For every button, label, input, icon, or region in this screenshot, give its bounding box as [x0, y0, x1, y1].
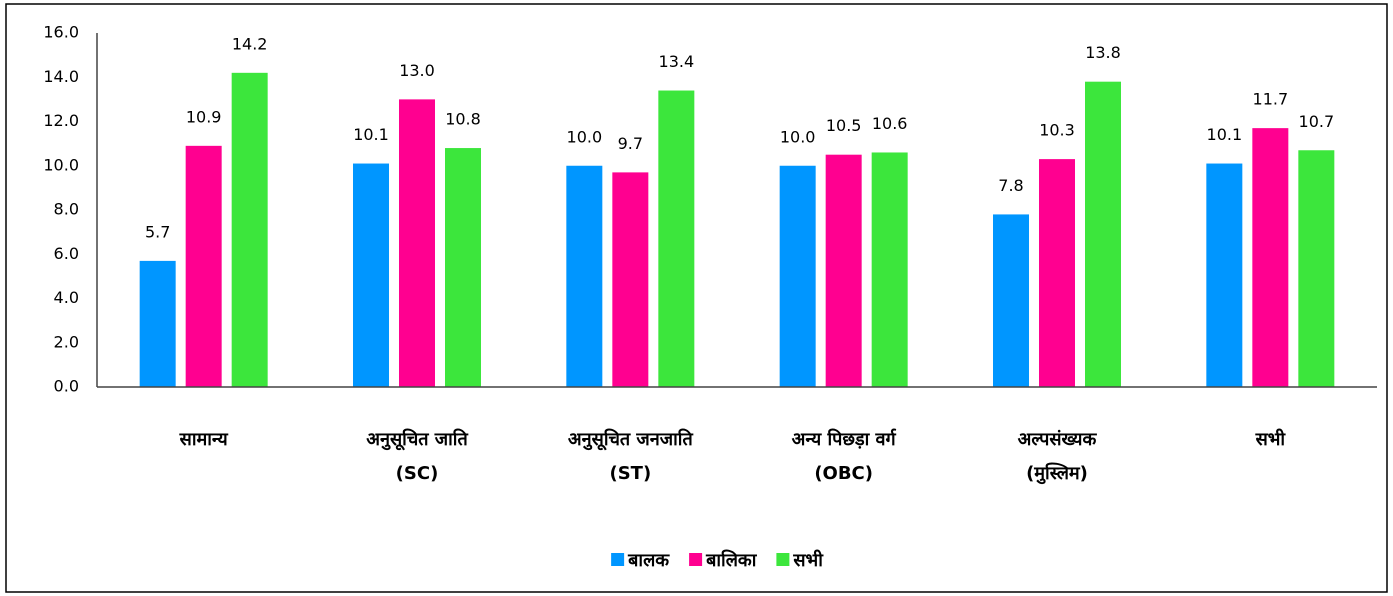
value-label: 10.9	[186, 107, 222, 126]
bar	[231, 72, 268, 387]
legend-label: बालिका	[705, 549, 758, 571]
x-tick-label: सामान्य	[179, 429, 230, 450]
value-label: 10.7	[1299, 112, 1335, 131]
legend-swatch	[689, 553, 703, 566]
value-label: 13.0	[399, 61, 435, 80]
value-label: 10.0	[567, 127, 603, 146]
value-label: 13.4	[659, 52, 695, 71]
value-label: 10.6	[872, 114, 908, 133]
bar	[139, 260, 176, 387]
x-tick-label: अनुसूचित जनजाति (ST)	[568, 428, 694, 484]
value-label: 14.2	[232, 34, 268, 53]
bar	[612, 172, 649, 387]
bar	[399, 99, 435, 387]
bar	[779, 165, 816, 387]
bar	[353, 163, 389, 387]
value-label: 10.5	[826, 116, 862, 135]
bar	[185, 145, 222, 387]
y-tick-label: 10.0	[43, 155, 79, 174]
value-label: 7.8	[998, 176, 1023, 195]
legend-swatch	[611, 553, 625, 566]
bar	[658, 90, 695, 388]
value-label: 9.7	[618, 134, 643, 153]
bar	[1252, 128, 1289, 387]
y-tick-label: 12.0	[43, 111, 79, 130]
value-label: 10.1	[1207, 125, 1243, 144]
legend: बालक बालिका सभी	[611, 549, 824, 571]
bar	[445, 148, 481, 387]
value-label: 10.0	[780, 127, 816, 146]
y-tick-label: 8.0	[54, 200, 79, 219]
bar	[825, 154, 862, 387]
x-tick-label: अल्पसंख्यक (मुस्लिम)	[1018, 429, 1098, 485]
y-tick-label: 16.0	[43, 23, 79, 42]
bar	[566, 165, 603, 387]
value-label: 10.3	[1039, 121, 1075, 140]
y-tick-label: 6.0	[54, 244, 79, 263]
value-label: 11.7	[1253, 90, 1289, 109]
value-label: 10.1	[353, 125, 389, 144]
y-tick-label: 0.0	[54, 377, 79, 396]
legend-swatch	[776, 553, 790, 566]
legend-label: सभी	[792, 549, 824, 571]
y-tick-label: 14.0	[43, 67, 79, 86]
bar	[871, 152, 908, 387]
value-label: 13.8	[1085, 43, 1121, 62]
value-label: 5.7	[145, 222, 170, 241]
x-tick-label: अन्य पिछड़ा वर्ग (OBC)	[792, 428, 897, 484]
legend-label: बालक	[627, 550, 670, 571]
bar	[993, 214, 1029, 387]
x-tick-label: अनुसूचित जाति (SC)	[366, 428, 468, 484]
x-tick-label: सभी	[1255, 428, 1287, 450]
bar	[1085, 81, 1121, 388]
bar	[1039, 159, 1075, 387]
y-tick-label: 4.0	[54, 288, 79, 307]
bar	[1298, 150, 1335, 387]
y-tick-label: 2.0	[54, 332, 79, 351]
bar	[1206, 163, 1243, 387]
value-label: 10.8	[445, 110, 481, 129]
